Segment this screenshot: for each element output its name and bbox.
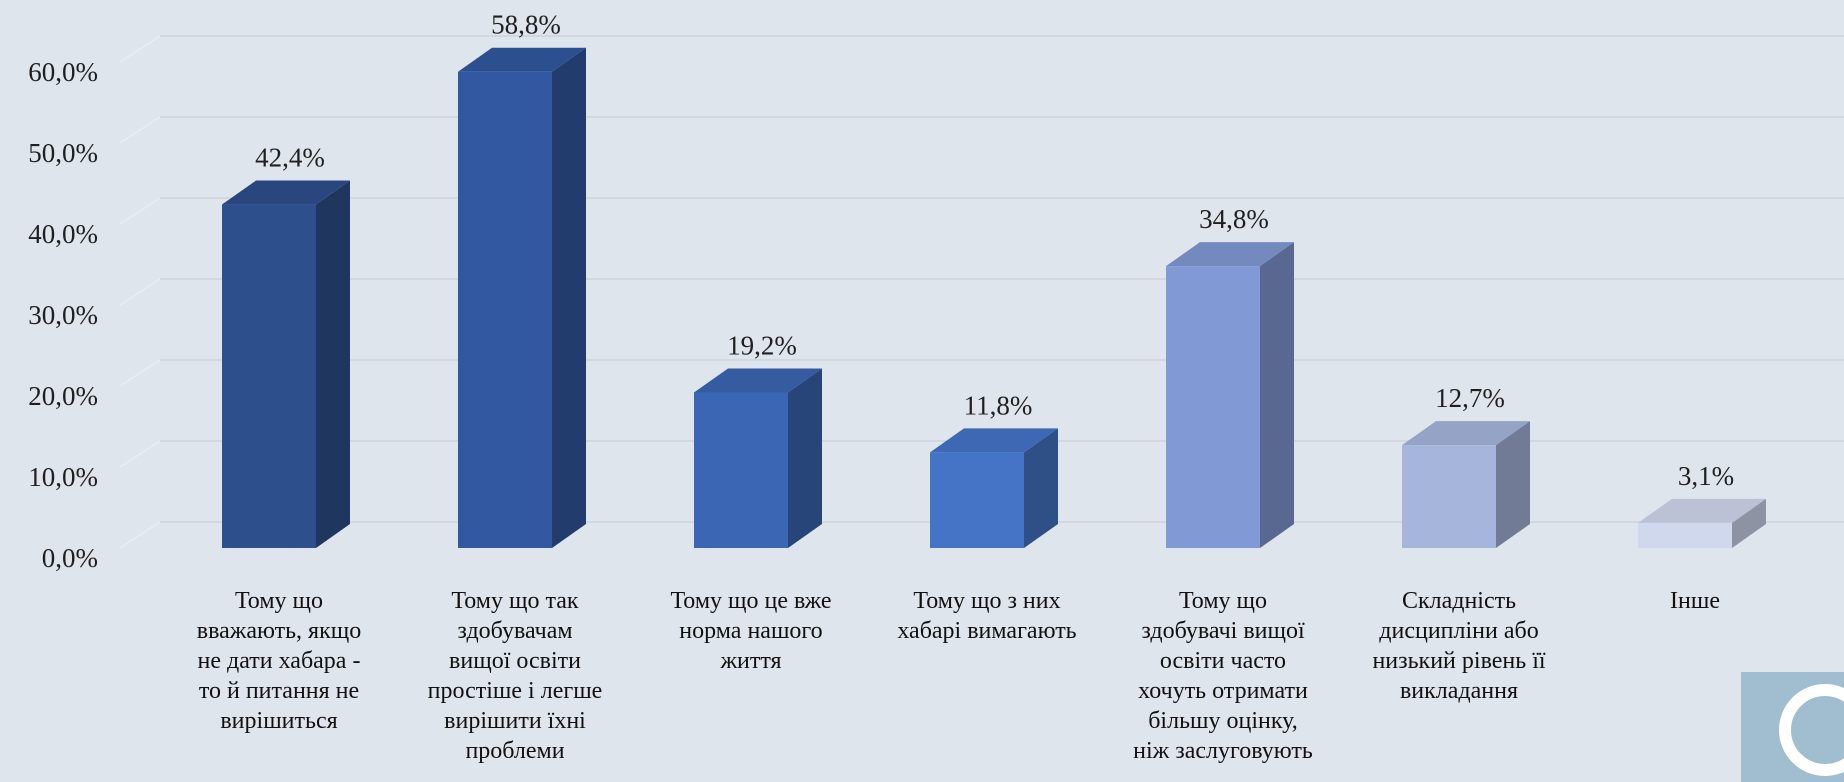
bar-top (930, 428, 1058, 453)
grid-diagonal (119, 440, 161, 468)
bar-top (222, 180, 350, 205)
data-label: 11,8% (964, 390, 1033, 420)
bar-side (788, 368, 822, 548)
y-tick-label: 20,0% (28, 381, 98, 411)
bar-side (1260, 242, 1294, 548)
bar-side (1024, 428, 1058, 548)
bar (458, 71, 552, 548)
data-label: 58,8% (491, 10, 561, 40)
data-label: 12,7% (1435, 383, 1505, 413)
category-label: Тому що це вже норма нашого життя (670, 588, 832, 674)
grid-diagonal (119, 116, 161, 144)
bar-side (552, 47, 586, 548)
bar-top (1166, 242, 1294, 267)
category-label: Складність дисципліни або низький рівень… (1372, 588, 1546, 704)
bar (1402, 445, 1496, 548)
category-label: Тому що з них хабарі вимагають (897, 588, 1077, 644)
y-tick-label: 10,0% (28, 462, 98, 492)
data-label: 3,1% (1678, 461, 1734, 491)
bar (222, 204, 316, 548)
grid-diagonal (119, 521, 161, 549)
bar-side (1496, 421, 1530, 548)
bar-top (694, 368, 822, 393)
bar-top (1638, 498, 1766, 523)
grid-diagonal (119, 35, 161, 63)
bar (694, 392, 788, 548)
bar-top (1402, 421, 1530, 446)
category-label: Тому що вважають, якщо не дати хабара - … (196, 588, 362, 734)
category-label: Тому що здобувачі вищої освіти часто хоч… (1133, 588, 1313, 764)
y-tick-label: 50,0% (28, 138, 98, 168)
data-label: 42,4% (255, 143, 325, 173)
logo-icon (1741, 672, 1844, 782)
grid-diagonal (119, 197, 161, 225)
y-tick-label: 60,0% (28, 57, 98, 87)
grid-diagonal (119, 278, 161, 306)
category-label: Тому що так здобувачам вищої освіти прос… (427, 588, 603, 764)
y-tick-label: 0,0% (42, 543, 98, 573)
bar-side (316, 180, 350, 548)
bar-side (1732, 498, 1766, 548)
bar-top (458, 47, 586, 72)
y-tick-label: 30,0% (28, 300, 98, 330)
y-tick-label: 40,0% (28, 219, 98, 249)
data-label: 19,2% (727, 330, 797, 360)
category-label: Інше (1670, 588, 1720, 614)
data-label: 34,8% (1199, 204, 1269, 234)
grid-diagonal (119, 359, 161, 387)
bar (1166, 266, 1260, 548)
bar (930, 452, 1024, 548)
bar (1638, 522, 1732, 548)
